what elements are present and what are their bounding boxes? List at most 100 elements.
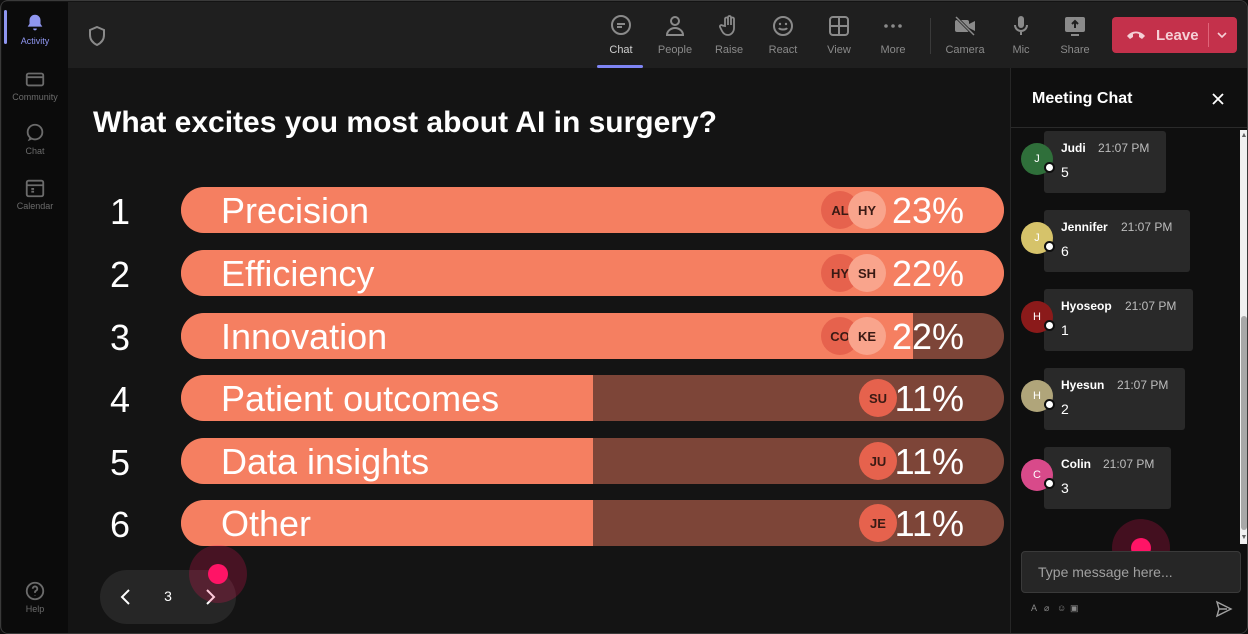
message-time: 21:07 PM <box>1103 457 1155 471</box>
message-input[interactable]: Type message here... <box>1021 551 1241 593</box>
meeting-toolbar: Chat People Raise React View More Camera <box>68 2 1247 68</box>
more-dots-icon <box>884 24 902 28</box>
raise-hand-button[interactable]: Raise <box>704 10 754 64</box>
sender-avatar: H <box>1021 380 1055 412</box>
poll-option-row: 3 Innovation CO KE 22% <box>68 313 1010 361</box>
mic-icon <box>1014 16 1028 35</box>
more-label: More <box>880 44 906 56</box>
raise-label: Raise <box>714 44 744 56</box>
message-time: 21:07 PM <box>1121 220 1173 234</box>
voter-avatar: SU <box>859 379 897 417</box>
more-button[interactable]: More <box>868 10 918 64</box>
rail-label: Activity <box>20 36 50 46</box>
send-icon[interactable] <box>1215 600 1233 618</box>
calendar-icon <box>25 179 45 198</box>
option-label: Innovation <box>221 316 388 357</box>
chevron-down-icon[interactable] <box>1216 29 1228 41</box>
close-icon[interactable] <box>1211 92 1225 106</box>
meeting-chat-panel: Meeting Chat Judi 21:07 PM 5 J Jennifer … <box>1010 68 1248 633</box>
option-bar: Patient outcomes SU 11% <box>181 375 1004 421</box>
hand-icon <box>719 15 735 36</box>
option-rank: 1 <box>109 191 131 232</box>
camera-button[interactable]: Camera <box>940 10 990 64</box>
message-time: 21:07 PM <box>1125 299 1177 313</box>
message-bubble: Jennifer 21:07 PM 6 <box>1044 210 1190 272</box>
react-button[interactable]: React <box>758 10 808 64</box>
rail-item-chat[interactable]: Chat <box>2 112 68 162</box>
compose-tools: A ⌀ ☺ ▣ <box>1031 603 1079 615</box>
message-text: 3 <box>1061 480 1069 496</box>
help-icon <box>25 581 45 601</box>
chevron-right-icon[interactable] <box>202 588 218 606</box>
sender-avatar: J <box>1021 143 1055 175</box>
option-label: Efficiency <box>221 253 375 294</box>
attach-icon[interactable]: ⌀ <box>1044 603 1050 613</box>
option-bar: Efficiency HY SH 22% <box>181 250 1004 296</box>
option-bar-fill <box>181 438 593 484</box>
sender-name: Judi <box>1061 141 1086 155</box>
chat-title: Meeting Chat <box>1032 90 1133 107</box>
voter-avatar: JE <box>859 504 897 542</box>
rail-item-activity[interactable]: Activity <box>2 2 68 52</box>
people-icon <box>665 16 685 36</box>
option-bar-fill <box>181 313 914 359</box>
chat-label: Chat <box>609 44 633 56</box>
rail-item-help[interactable]: Help <box>2 570 68 620</box>
option-rank: 2 <box>109 254 131 295</box>
shield-icon[interactable] <box>88 26 106 46</box>
voter-avatar: JU <box>859 442 897 480</box>
leave-button[interactable]: Leave <box>1112 17 1237 53</box>
rail-item-calendar[interactable]: Calendar <box>2 167 68 217</box>
leave-divider <box>1208 23 1209 47</box>
rail-item-community[interactable]: Community <box>2 58 68 108</box>
message-bubble: Judi 21:07 PM 5 <box>1044 131 1166 193</box>
rail-label: Chat <box>25 146 45 156</box>
sender-avatar: H <box>1021 301 1055 333</box>
chat-message: Colin 21:07 PM 3 C <box>1011 447 1241 511</box>
chat-icon <box>611 15 631 35</box>
option-rank: 4 <box>109 379 131 420</box>
mic-button[interactable]: Mic <box>996 10 1046 64</box>
hang-up-icon <box>1127 31 1145 39</box>
option-percent: 23% <box>891 190 964 231</box>
camera-label: Camera <box>945 44 985 56</box>
option-label: Precision <box>221 190 370 231</box>
pointer-cursor <box>189 545 247 603</box>
smiley-icon <box>773 16 793 36</box>
chat-header: Meeting Chat <box>1011 68 1247 128</box>
sender-name: Hyesun <box>1061 378 1105 392</box>
view-label: View <box>827 44 851 56</box>
message-text: 6 <box>1061 243 1069 259</box>
scroll-up-icon[interactable]: ▲ <box>1240 132 1248 139</box>
voter-avatar: KE <box>848 317 886 355</box>
app-rail: Activity Community Chat Calendar Help <box>2 2 68 633</box>
option-percent: 11% <box>894 378 964 419</box>
scrollbar-thumb[interactable] <box>1241 316 1247 530</box>
voter-avatar: HY <box>848 191 886 229</box>
emoji-icon[interactable]: ☺ <box>1057 603 1067 613</box>
people-button[interactable]: People <box>650 10 700 64</box>
option-bar-fill <box>181 375 593 421</box>
share-button[interactable]: Share <box>1050 10 1100 64</box>
option-percent: 22% <box>891 316 964 357</box>
toolbar-divider <box>930 18 931 54</box>
chevron-left-icon[interactable] <box>118 588 134 606</box>
gif-icon[interactable]: ▣ <box>1070 603 1079 613</box>
share-screen-icon <box>1065 17 1085 36</box>
message-time: 21:07 PM <box>1098 141 1150 155</box>
chat-scrollbar[interactable]: ▲ ▼ <box>1240 130 1248 544</box>
chat-button[interactable]: Chat <box>596 10 646 68</box>
sender-avatar: J <box>1021 222 1055 254</box>
message-time: 21:07 PM <box>1117 378 1169 392</box>
page-number: 3 <box>164 588 172 604</box>
option-rank: 5 <box>109 442 131 483</box>
option-rank: 6 <box>109 504 131 545</box>
format-icon[interactable]: A <box>1031 603 1038 613</box>
view-button[interactable]: View <box>814 10 864 64</box>
scroll-down-icon[interactable]: ▼ <box>1240 534 1248 541</box>
sender-name: Hyoseop <box>1061 299 1112 313</box>
option-label: Data insights <box>221 441 430 482</box>
people-label: People <box>657 44 693 56</box>
poll-option-row: 5 Data insights JU 11% <box>68 438 1010 486</box>
option-percent: 11% <box>894 441 964 482</box>
